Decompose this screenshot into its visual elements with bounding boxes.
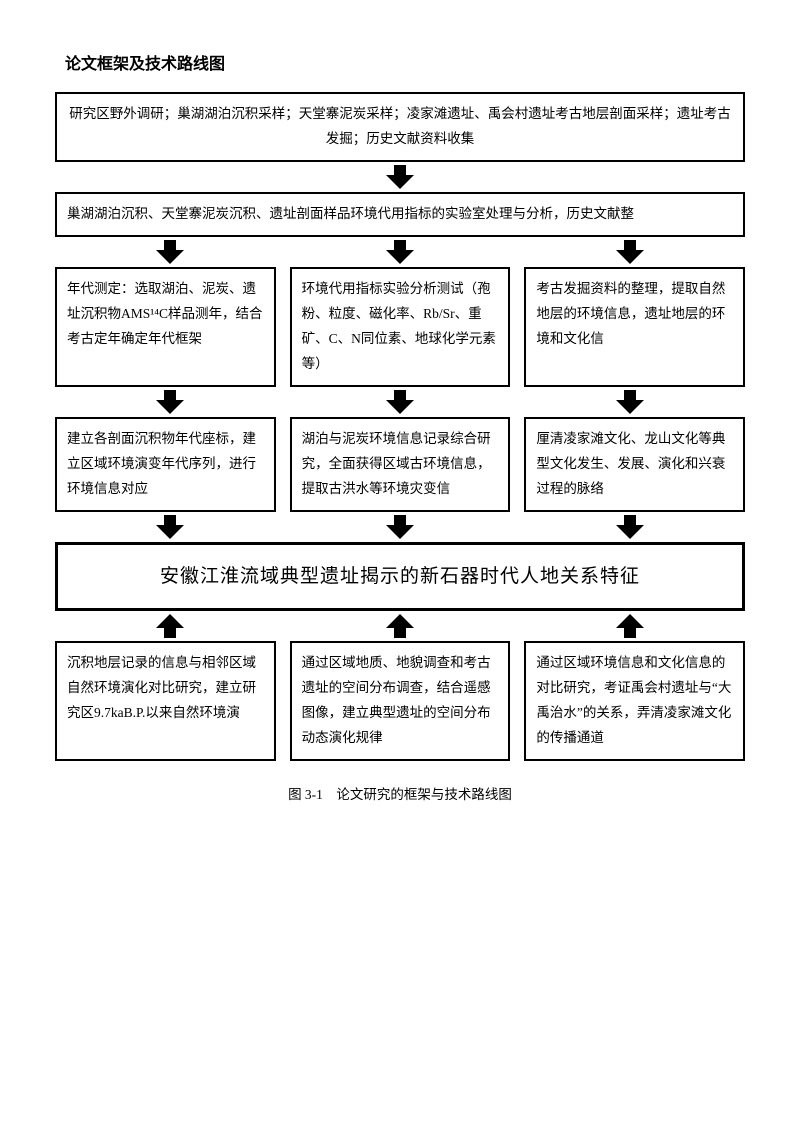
arrow-r1 xyxy=(55,162,745,192)
row-analysis-methods: 年代测定：选取湖泊、泥炭、遗址沉积物AMS¹⁴C样品测年，结合考古定年确定年代框… xyxy=(55,267,745,387)
box-sediment-compare: 沉积地层记录的信息与相邻区域自然环境演化对比研究，建立研究区9.7kaB.P.以… xyxy=(55,641,276,761)
figure-caption: 图 3-1 论文研究的框架与技术路线图 xyxy=(55,783,745,803)
box-fieldwork: 研究区野外调研；巢湖湖泊沉积采样；天堂寨泥炭采样；凌家滩遗址、禹会村遗址考古地层… xyxy=(55,92,745,162)
arrow-down-icon xyxy=(386,165,414,189)
box-proxy-test: 环境代用指标实验分析测试（孢粉、粒度、磁化率、Rb/Sr、重矿、C、N同位素、地… xyxy=(290,267,511,387)
box-archaeo-data: 考古发掘资料的整理，提取自然地层的环境信息，遗址地层的环境和文化信 xyxy=(524,267,745,387)
arrow-down-icon xyxy=(156,390,184,414)
arrow-down-icon xyxy=(156,240,184,264)
arrow-up-icon xyxy=(616,614,644,638)
box-labprocessing: 巢湖湖泊沉积、天堂寨泥炭沉积、遗址剖面样品环境代用指标的实验室处理与分析，历史文… xyxy=(55,192,745,237)
arrow-r5-up xyxy=(55,611,745,641)
arrow-down-icon xyxy=(386,240,414,264)
flowchart: 研究区野外调研；巢湖湖泊沉积采样；天堂寨泥炭采样；凌家滩遗址、禹会村遗址考古地层… xyxy=(55,92,745,761)
box-chronology: 建立各剖面沉积物年代座标，建立区域环境演变年代序列，进行环境信息对应 xyxy=(55,417,276,512)
arrow-down-icon xyxy=(616,515,644,539)
arrow-down-icon xyxy=(616,390,644,414)
page-title: 论文框架及技术路线图 xyxy=(65,50,745,74)
box-culture-evolution: 厘清凌家滩文化、龙山文化等典型文化发生、发展、演化和兴衰过程的脉络 xyxy=(524,417,745,512)
arrow-down-icon xyxy=(386,390,414,414)
box-paleoenv: 湖泊与泥炭环境信息记录综合研究，全面获得区域古环境信息，提取古洪水等环境灾变信 xyxy=(290,417,511,512)
row-synthesis: 建立各剖面沉积物年代座标，建立区域环境演变年代序列，进行环境信息对应 湖泊与泥炭… xyxy=(55,417,745,512)
arrow-down-icon xyxy=(156,515,184,539)
arrow-up-icon xyxy=(156,614,184,638)
arrow-down-icon xyxy=(386,515,414,539)
arrow-up-icon xyxy=(386,614,414,638)
box-culture-env-compare: 通过区域环境信息和文化信息的对比研究，考证禹会村遗址与“大禹治水”的关系，弄清凌… xyxy=(524,641,745,761)
box-conclusion: 安徽江淮流域典型遗址揭示的新石器时代人地关系特征 xyxy=(55,542,745,611)
box-spatial-survey: 通过区域地质、地貌调查和考古遗址的空间分布调查，结合遥感图像，建立典型遗址的空间… xyxy=(290,641,511,761)
arrow-r2 xyxy=(55,237,745,267)
arrow-down-icon xyxy=(616,240,644,264)
box-dating: 年代测定：选取湖泊、泥炭、遗址沉积物AMS¹⁴C样品测年，结合考古定年确定年代框… xyxy=(55,267,276,387)
row-supporting-studies: 沉积地层记录的信息与相邻区域自然环境演化对比研究，建立研究区9.7kaB.P.以… xyxy=(55,641,745,761)
arrow-r3 xyxy=(55,387,745,417)
arrow-r4 xyxy=(55,512,745,542)
